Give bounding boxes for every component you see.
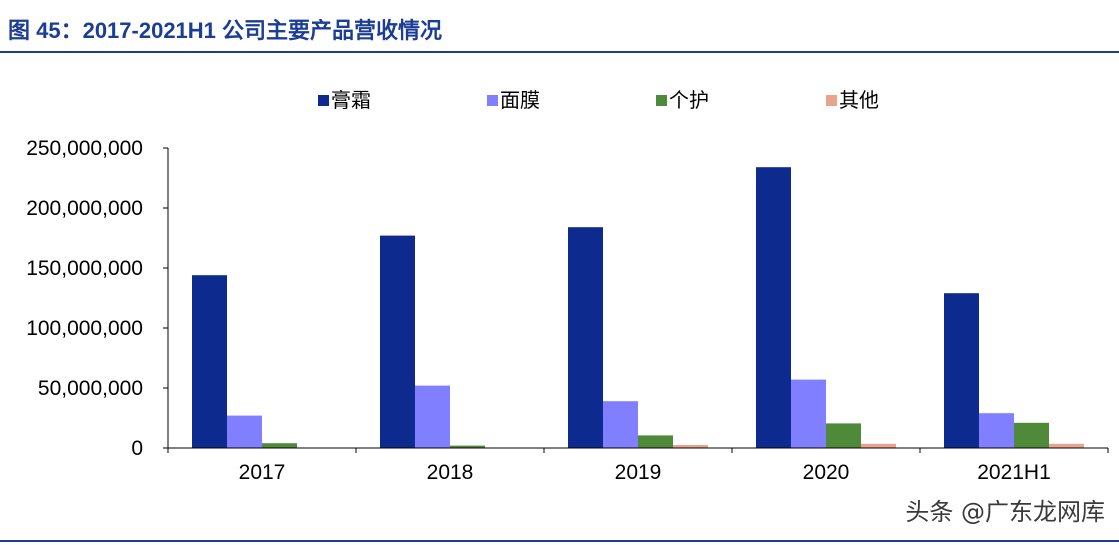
bar-4-2021H1 [1049,443,1084,448]
legend-swatch [656,95,667,106]
chart-legend: 膏霜 面膜 个护 其他 [318,89,879,112]
y-tick-label: 150,000,000 [26,257,143,280]
legend-item: 个护 [656,89,709,112]
bar-series-group [192,167,1084,448]
y-tick-label: 250,000,000 [26,137,143,160]
legend-label: 其他 [839,89,879,112]
y-axis-ticks: 0 50,000,000 100,000,000 150,000,000 200,000… [26,137,168,460]
bar-3-2018 [450,445,485,448]
bar-1-2018 [380,235,415,448]
y-tick-label: 200,000,000 [26,197,143,220]
x-tick-label: 2017 [239,461,286,484]
y-tick-label: 0 [131,437,143,460]
bar-3-2019 [638,435,673,448]
x-tick-label: 2020 [803,461,850,484]
legend-swatch [826,95,837,106]
y-tick-label: 50,000,000 [38,377,143,400]
legend-label: 膏霜 [331,89,371,112]
bar-1-2019 [568,227,603,448]
title-underline [0,51,1119,53]
bar-1-2020 [756,167,791,448]
bar-3-2020 [826,423,861,448]
bar-2-2017 [227,415,262,448]
bar-3-2021H1 [1014,422,1049,448]
x-tick-label: 2019 [615,461,662,484]
bar-3-2017 [262,443,297,448]
bar-1-2017 [192,275,227,448]
chart-axes [167,148,1108,449]
legend-swatch [487,95,498,106]
bar-2-2019 [603,401,638,448]
x-tick-label: 2018 [427,461,474,484]
bar-2-2018 [415,385,450,448]
bar-4-2019 [673,445,708,448]
bar-4-2020 [861,443,896,448]
x-axis-ticks: 2017 2018 2019 2020 2021H1 [167,448,1109,484]
bar-2-2021H1 [979,413,1014,448]
footer-rule [0,540,1119,542]
watermark: 头条 @广东龙网库 [905,498,1105,526]
bar-2-2020 [791,379,826,448]
legend-label: 面膜 [500,89,540,112]
y-tick-label: 100,000,000 [26,317,143,340]
legend-item: 其他 [826,89,879,112]
legend-swatch [318,95,329,106]
bar-1-2021H1 [944,293,979,448]
legend-item: 膏霜 [318,89,371,112]
legend-item: 面膜 [487,89,540,112]
x-tick-label: 2021H1 [977,461,1051,484]
legend-label: 个护 [669,89,709,112]
figure-title: 图 45：2017-2021H1 公司主要产品营收情况 [8,18,443,43]
